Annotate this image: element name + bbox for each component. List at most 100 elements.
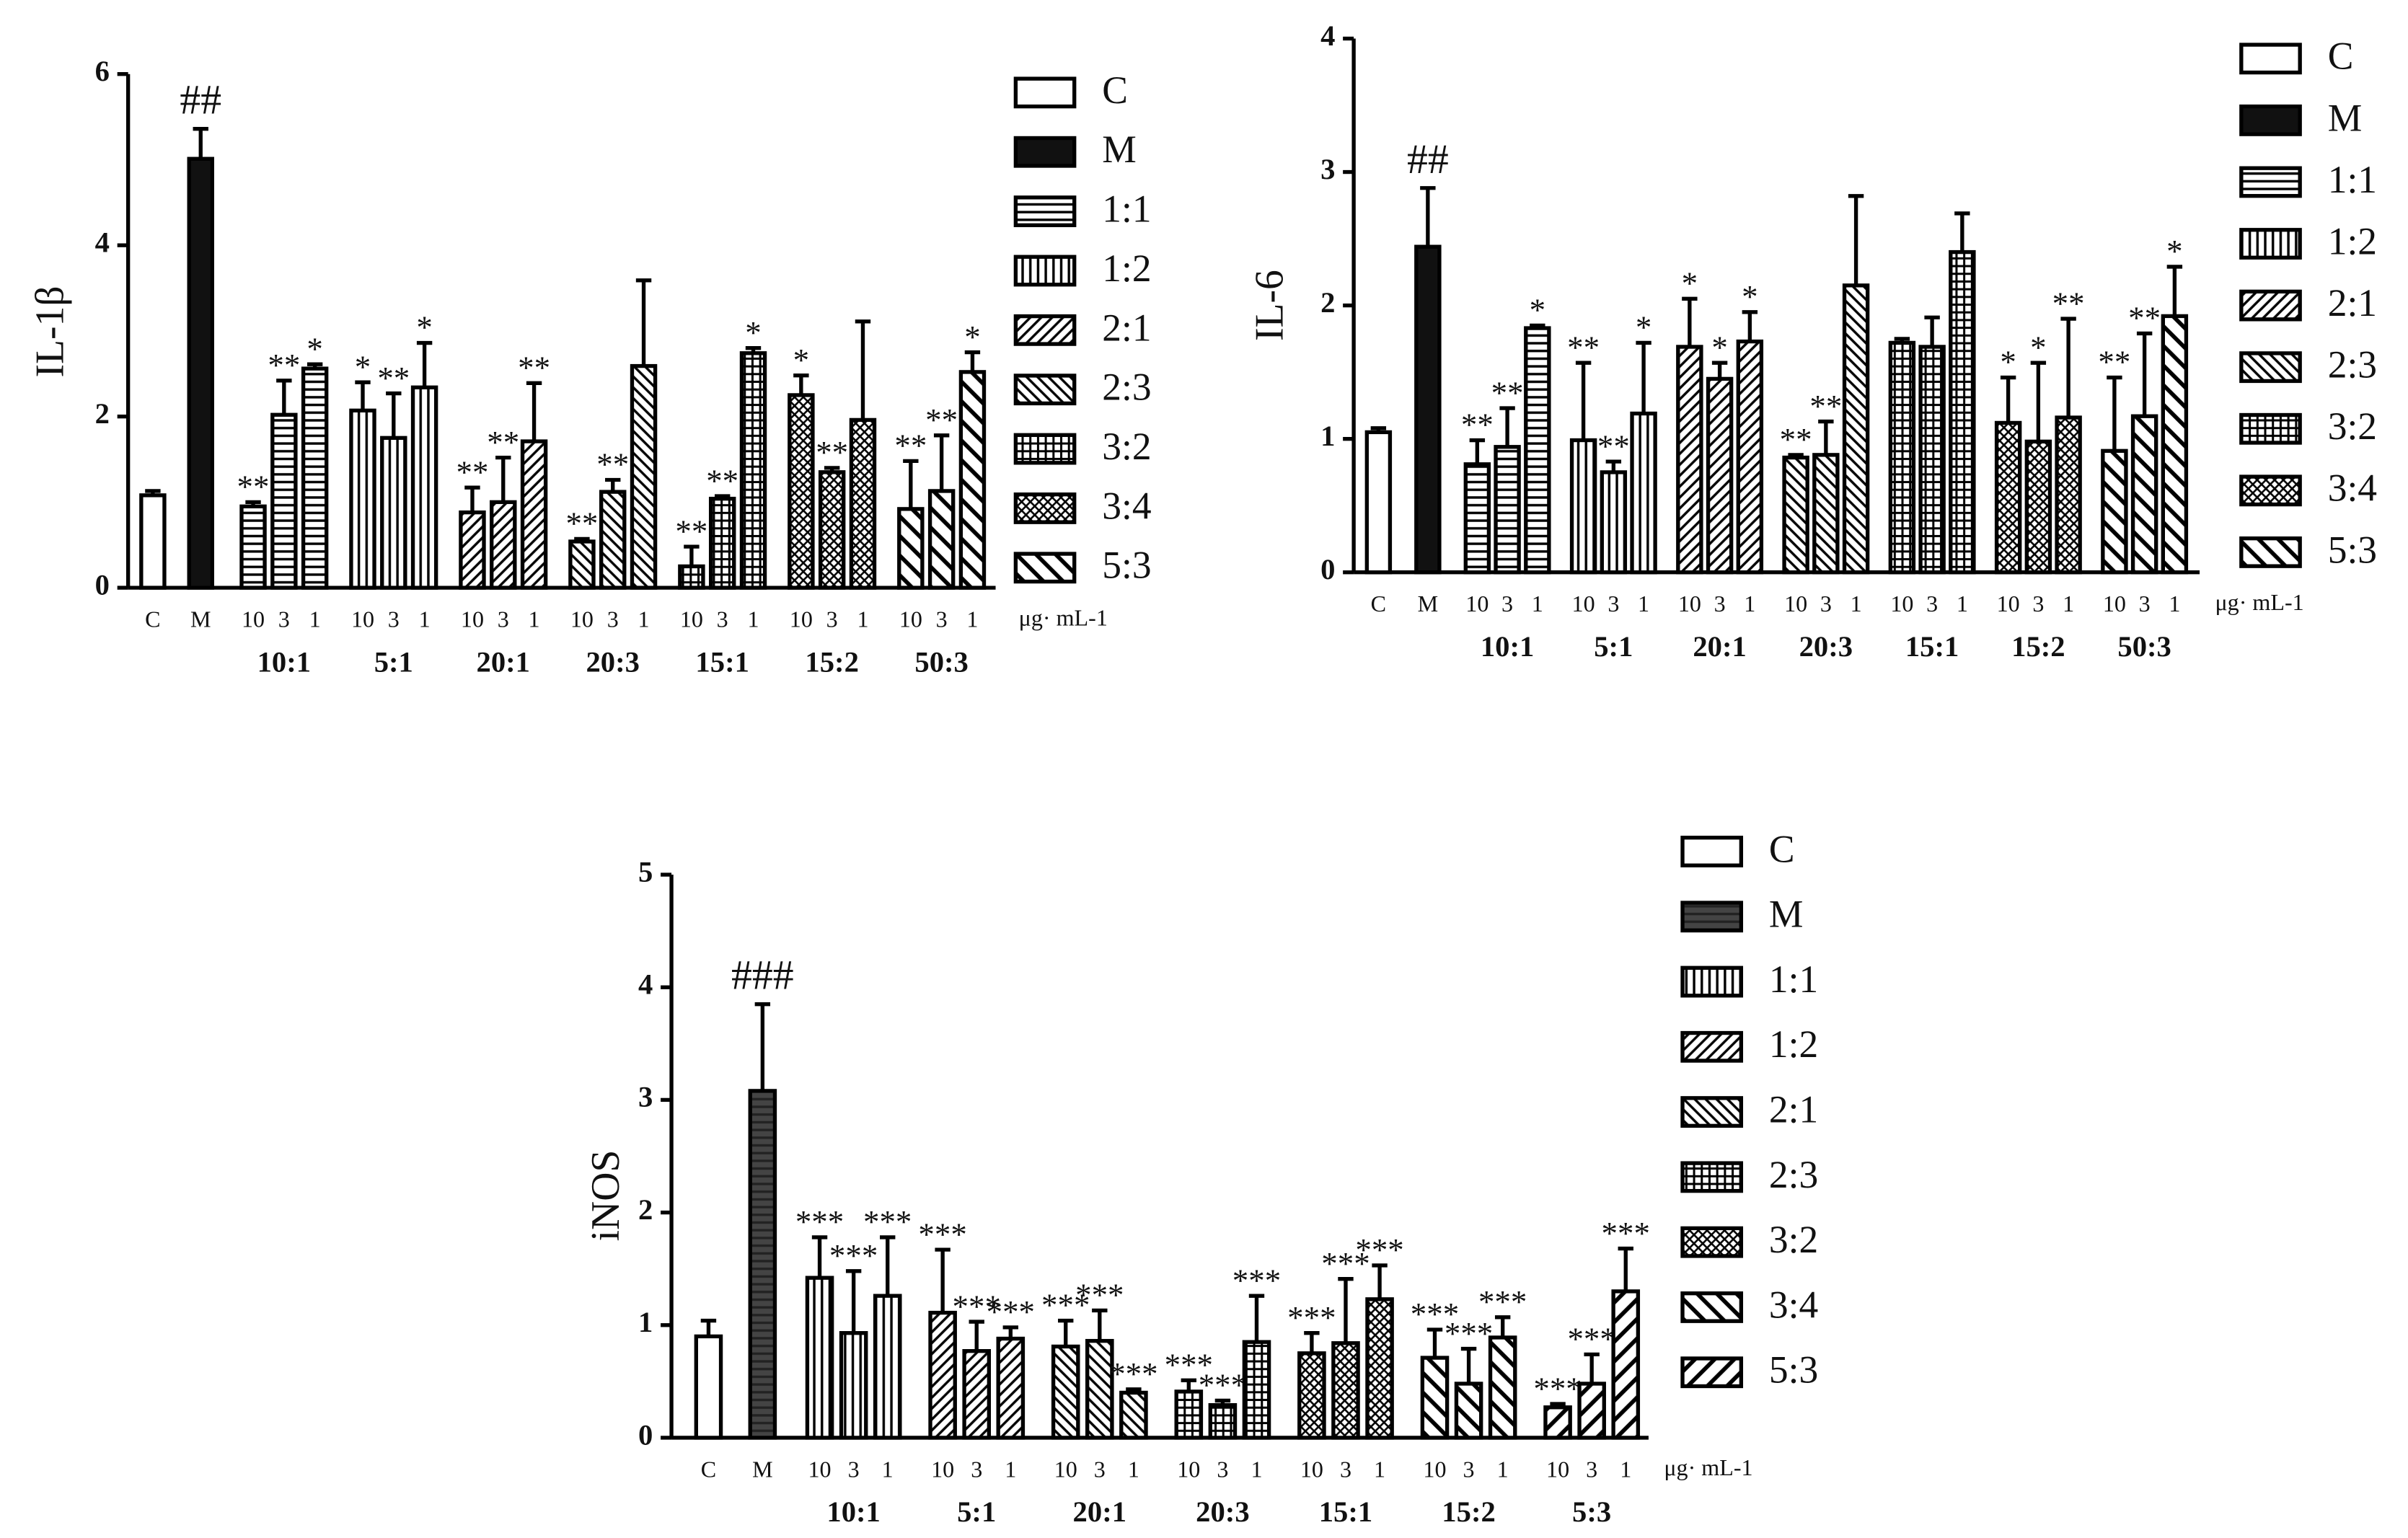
x-tick-label: M xyxy=(1418,591,1439,616)
bar xyxy=(805,1276,834,1440)
x-tick-label: 3 xyxy=(388,606,400,632)
legend-label: 2:1 xyxy=(1769,1088,1818,1131)
x-tick-label: 3 xyxy=(1714,591,1726,616)
x-tick-label: 1 xyxy=(2063,591,2074,616)
x-tick-label: 1 xyxy=(529,606,540,632)
legend-swatch xyxy=(1680,1030,1744,1063)
significance-label: *** xyxy=(1232,1262,1281,1298)
bar xyxy=(270,412,298,590)
bar xyxy=(1297,1351,1326,1440)
x-tick-label: 3 xyxy=(1340,1456,1351,1482)
legend-label: 2:3 xyxy=(1102,366,1151,409)
legend-label: 2:1 xyxy=(1102,306,1151,349)
significance-label: ** xyxy=(675,513,707,549)
bar xyxy=(694,1334,723,1440)
significance-label: ** xyxy=(706,462,738,498)
significance-label: * xyxy=(1636,309,1651,345)
x-tick-label: M xyxy=(752,1456,773,1482)
x-tick-label: 10 xyxy=(790,606,813,632)
legend-label: C xyxy=(1769,827,1795,870)
bar xyxy=(139,493,167,590)
x-tick-label: 3 xyxy=(2139,591,2151,616)
group-label: 15:1 xyxy=(1319,1495,1373,1528)
legend-label: 3:4 xyxy=(1102,484,1151,527)
group-label: 15:1 xyxy=(1905,630,1959,663)
legend-label: C xyxy=(2328,35,2354,78)
bar xyxy=(568,539,596,590)
significance-label: *** xyxy=(795,1203,844,1239)
legend-label: 5:3 xyxy=(1769,1348,1818,1392)
x-tick-label: 10 xyxy=(2103,591,2126,616)
x-tick-label: 1 xyxy=(1851,591,1862,616)
legend-label: 3:2 xyxy=(2328,405,2377,448)
significance-label: * xyxy=(964,319,980,355)
x-tick-label: 1 xyxy=(1497,1456,1509,1482)
bar xyxy=(2101,448,2128,575)
x-tick-label: M xyxy=(190,606,211,632)
bar xyxy=(1331,1341,1360,1440)
x-tick-label: 3 xyxy=(1926,591,1938,616)
legend-swatch xyxy=(2239,104,2302,136)
x-tick-label: 10 xyxy=(1300,1456,1323,1482)
bar xyxy=(1494,445,1521,575)
significance-label: * xyxy=(793,342,809,378)
bar xyxy=(928,1310,957,1440)
x-tick-label: 1 xyxy=(882,1456,894,1482)
bar xyxy=(459,510,486,590)
group-label: 5:1 xyxy=(1594,630,1633,663)
y-tick-label: 0 xyxy=(638,1418,653,1451)
x-tick-label: 1 xyxy=(1620,1456,1631,1482)
unit-label: μg· mL-1 xyxy=(1019,604,1108,630)
bar xyxy=(1949,249,1976,575)
significance-label: ** xyxy=(2098,344,2130,380)
legend-label: 5:3 xyxy=(2328,528,2377,571)
significance-label: *** xyxy=(1355,1232,1403,1268)
legend-swatch xyxy=(2239,43,2302,75)
x-tick-label: 10 xyxy=(680,606,703,632)
y-axis-label: IL-1β xyxy=(28,286,73,377)
group-label: 20:3 xyxy=(586,645,640,678)
y-tick-label: 3 xyxy=(638,1081,653,1113)
x-tick-label: 10 xyxy=(1054,1456,1077,1482)
y-tick-label: 1 xyxy=(1320,420,1335,452)
legend-label: M xyxy=(2328,96,2363,139)
legend-swatch xyxy=(1680,836,1744,867)
bar xyxy=(708,496,736,590)
bar xyxy=(839,1331,868,1440)
bar xyxy=(678,564,705,590)
bar xyxy=(739,351,767,590)
group-label: 20:3 xyxy=(1196,1495,1250,1528)
x-tick-label: 10 xyxy=(808,1456,832,1482)
significance-label: *** xyxy=(1602,1215,1650,1251)
bar xyxy=(349,408,376,590)
bar xyxy=(1888,340,1916,575)
significance-label: * xyxy=(2166,233,2182,269)
bar xyxy=(1543,1405,1572,1440)
legend-swatch xyxy=(1013,552,1077,584)
x-tick-label: 3 xyxy=(971,1456,982,1482)
x-tick-label: 10 xyxy=(931,1456,954,1482)
bar xyxy=(2055,415,2082,575)
x-tick-label: 3 xyxy=(848,1456,860,1482)
significance-label: ** xyxy=(518,350,550,386)
significance-label: ** xyxy=(487,424,519,460)
group-label: 15:1 xyxy=(695,645,749,678)
x-tick-label: 1 xyxy=(638,606,650,632)
group-label: 10:1 xyxy=(257,645,312,678)
significance-label: * xyxy=(1530,292,1545,328)
legend-swatch xyxy=(2239,166,2302,198)
x-tick-label: 10 xyxy=(1572,591,1595,616)
x-tick-label: 3 xyxy=(2032,591,2044,616)
bar xyxy=(1208,1402,1238,1440)
x-tick-label: 10 xyxy=(1423,1456,1446,1482)
bar xyxy=(873,1294,902,1440)
x-tick-label: 10 xyxy=(461,606,484,632)
significance-label: *** xyxy=(829,1237,878,1273)
x-tick-label: 3 xyxy=(1463,1456,1475,1482)
significance-label: *** xyxy=(1199,1367,1247,1403)
y-tick-label: 0 xyxy=(95,568,110,601)
group-label: 20:3 xyxy=(1799,630,1853,663)
significance-label: ** xyxy=(456,454,488,490)
